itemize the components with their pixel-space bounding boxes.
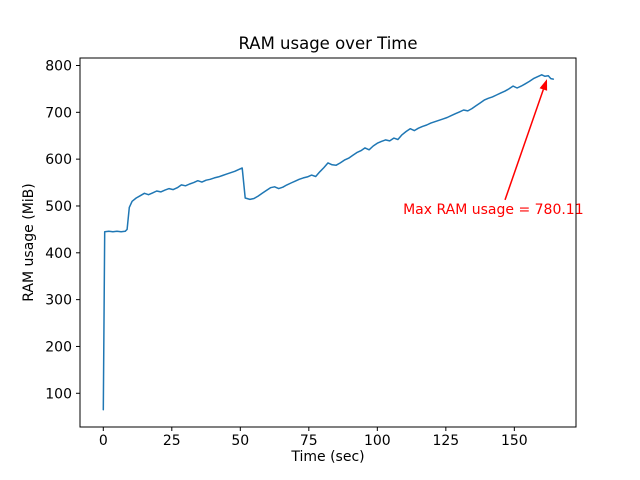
y-tick-label: 100 [45,386,72,402]
x-tick-label: 100 [364,433,391,449]
x-tick-label: 125 [432,433,459,449]
max-annotation-text: Max RAM usage = 780.11 [403,202,584,218]
y-tick-label: 700 [45,105,72,121]
y-tick-label: 800 [45,58,72,74]
annotation-arrow-line [504,89,545,201]
y-tick-label: 600 [45,152,72,168]
y-tick-label: 200 [45,339,72,355]
x-tick-label: 0 [99,433,108,449]
chart-title: RAM usage over Time [238,34,417,53]
x-axis-label: Time (sec) [290,449,364,465]
annotation-arrow-head [539,79,548,91]
plot-border [79,57,577,428]
x-tick-label: 75 [300,433,318,449]
y-tick-label: 300 [45,293,72,309]
ram-usage-line [102,74,555,411]
y-axis-label: RAM usage (MiB) [21,183,37,301]
x-tick-label: 50 [231,433,249,449]
x-tick-label: 150 [501,433,528,449]
y-tick-label: 500 [45,199,72,215]
x-tick-label: 25 [163,433,181,449]
y-tick-label: 400 [45,246,72,262]
